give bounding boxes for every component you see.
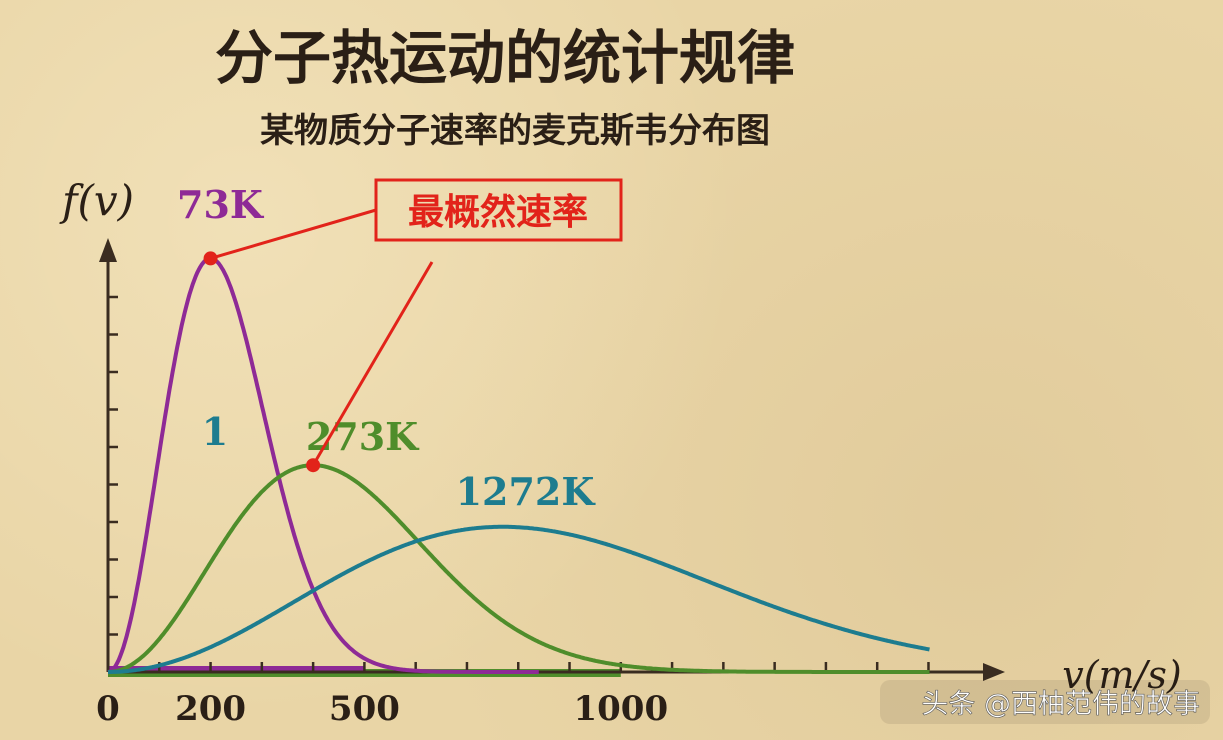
- x-axis-label: v(m/s): [1062, 653, 1181, 697]
- peak-marker-73k: [203, 251, 218, 266]
- x-axis-arrow: [983, 663, 1005, 681]
- distribution-curves: [107, 256, 930, 674]
- series-labels: 73K 273K 1272K 1: [177, 182, 596, 514]
- annotations: 最概然速率: [203, 178, 623, 473]
- peak-marker-273k: [306, 458, 321, 473]
- y-axis-label: f(v): [59, 176, 134, 225]
- y-axis-arrow: [99, 238, 117, 262]
- chart-subtitle: 某物质分子速率的麦克斯韦分布图: [260, 111, 770, 151]
- purple-baseline-bar: [108, 666, 365, 673]
- label-73k: 73K: [177, 182, 265, 227]
- watermark-background: [880, 680, 1210, 724]
- watermark: 头条 @西柚范伟的故事: [921, 689, 1200, 720]
- x-tick-label: 0: [96, 689, 120, 729]
- area-label: 1: [202, 409, 228, 454]
- x-tick-label: 200: [175, 689, 246, 729]
- x-tick-label: 1000: [573, 689, 668, 729]
- x-tick-labels: 0 200 500 1000: [96, 689, 668, 729]
- label-273k: 273K: [306, 414, 420, 459]
- curve-73k: [107, 256, 540, 674]
- label-1272k: 1272K: [456, 469, 597, 514]
- chart-title: 分子热运动的统计规律: [215, 24, 795, 92]
- callout-label: 最概然速率: [408, 191, 588, 233]
- x-tick-label: 500: [329, 689, 400, 729]
- callout-leader-273k: [311, 261, 434, 466]
- curve-1272k: [107, 524, 930, 674]
- curve-273k: [107, 463, 930, 674]
- callout-leader-73k: [210, 208, 377, 260]
